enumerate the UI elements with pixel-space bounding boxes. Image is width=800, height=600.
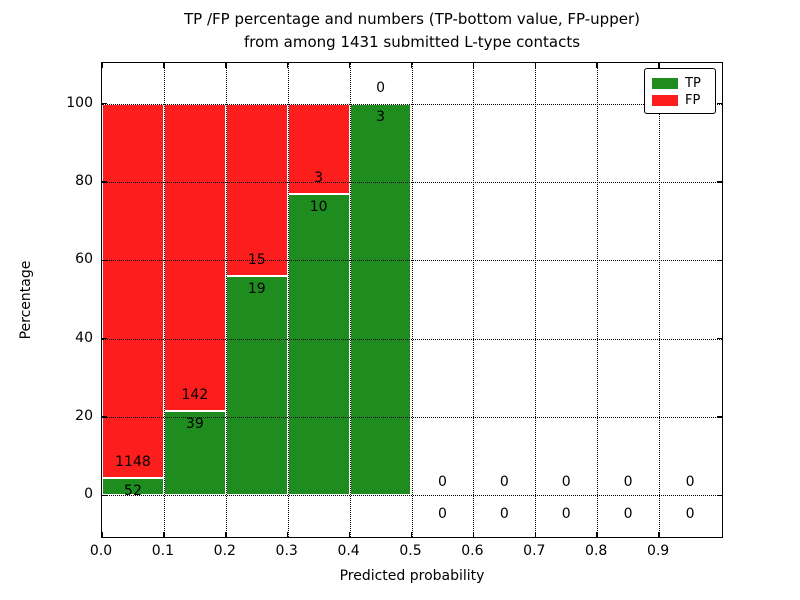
- y-tick-label: 100: [66, 94, 93, 111]
- x-tick-label: 0.9: [646, 543, 670, 559]
- tp-count-label: 52: [124, 483, 142, 500]
- x-tick-label: 0.5: [399, 543, 422, 559]
- x-gridline: [597, 63, 599, 537]
- tp-count-label: 39: [185, 415, 204, 432]
- y-tick-label: 40: [75, 329, 93, 346]
- x-tick-label: 0.8: [585, 543, 608, 559]
- x-tick-label: 0.3: [275, 543, 298, 559]
- x-gridline: [287, 63, 289, 537]
- fp-count-label: 15: [247, 252, 266, 269]
- fp-count-label: 0: [561, 473, 571, 490]
- tp-count-label: 10: [309, 199, 328, 216]
- fp-count-label: 3: [314, 170, 324, 187]
- bar-segment-tp: [287, 194, 350, 496]
- x-tick-label: 0.1: [151, 543, 175, 559]
- x-tick-bottom: [101, 532, 103, 537]
- legend: TP FP: [644, 68, 716, 114]
- tp-count-label: 0: [561, 506, 571, 523]
- x-gridline: [535, 63, 537, 537]
- x-tick-label: 0.2: [213, 543, 236, 559]
- x-tick-label: 0.0: [89, 543, 113, 559]
- tp-count-label: 0: [499, 506, 509, 523]
- x-gridline: [163, 63, 165, 537]
- x-axis-label: Predicted probability: [339, 568, 485, 584]
- tp-count-label: 19: [247, 281, 266, 298]
- x-gridline: [225, 63, 227, 537]
- tp-count-label: 0: [685, 506, 695, 523]
- tp-count-label: 0: [437, 506, 447, 523]
- x-tick-label: 0.6: [461, 543, 484, 559]
- fp-count-label: 0: [499, 473, 509, 490]
- tp-count-label: 3: [376, 108, 385, 125]
- fp-legend-swatch: [652, 95, 678, 106]
- bar-segment-fp: [102, 103, 164, 479]
- y-tick-label: 80: [75, 173, 93, 190]
- bar-segment-tp: [163, 410, 226, 496]
- y-axis-label: Percentage: [18, 260, 34, 340]
- plot-area: TP FP 1148 52 142 39 15 19 3 10 0 3 0 0 0 0 0 0 0 0 0 0: [101, 62, 723, 538]
- x-tick-top: [101, 63, 103, 68]
- fp-count-label: 1148: [115, 454, 151, 471]
- tp-legend-swatch: [652, 78, 678, 89]
- chart-title: TP /FP percentage and numbers (TP-bottom…: [0, 8, 800, 54]
- fp-count-label: 142: [181, 386, 209, 403]
- legend-item-fp: FP: [645, 92, 715, 109]
- x-tick-label: 0.7: [523, 543, 546, 559]
- x-tick-label: 0.4: [337, 543, 360, 559]
- chart-title-line1: TP /FP percentage and numbers (TP-bottom…: [184, 10, 640, 28]
- fp-count-label: 0: [437, 473, 447, 490]
- legend-label-tp: TP: [685, 76, 701, 91]
- legend-item-tp: TP: [645, 75, 715, 92]
- bar-segment-tp: [225, 276, 288, 496]
- x-gridline: [473, 63, 475, 537]
- y-tick-label: 20: [75, 407, 93, 424]
- fp-count-label: 0: [376, 79, 385, 96]
- bar-segment-fp: [225, 103, 288, 277]
- y-tick-label: 0: [84, 486, 93, 503]
- fp-count-label: 0: [685, 473, 695, 490]
- x-gridline: [411, 63, 413, 537]
- bar-segment-tp: [102, 478, 164, 496]
- fp-count-label: 0: [623, 473, 633, 490]
- y-tick-label: 60: [75, 251, 93, 268]
- x-gridline: [349, 63, 351, 537]
- x-gridline: [659, 63, 661, 537]
- bar-segment-fp: [163, 103, 226, 411]
- legend-label-fp: FP: [685, 93, 701, 108]
- bar-segment-tp: [349, 103, 412, 496]
- tp-count-label: 0: [623, 506, 633, 523]
- chart-title-line2: from among 1431 submitted L-type contact…: [243, 33, 581, 51]
